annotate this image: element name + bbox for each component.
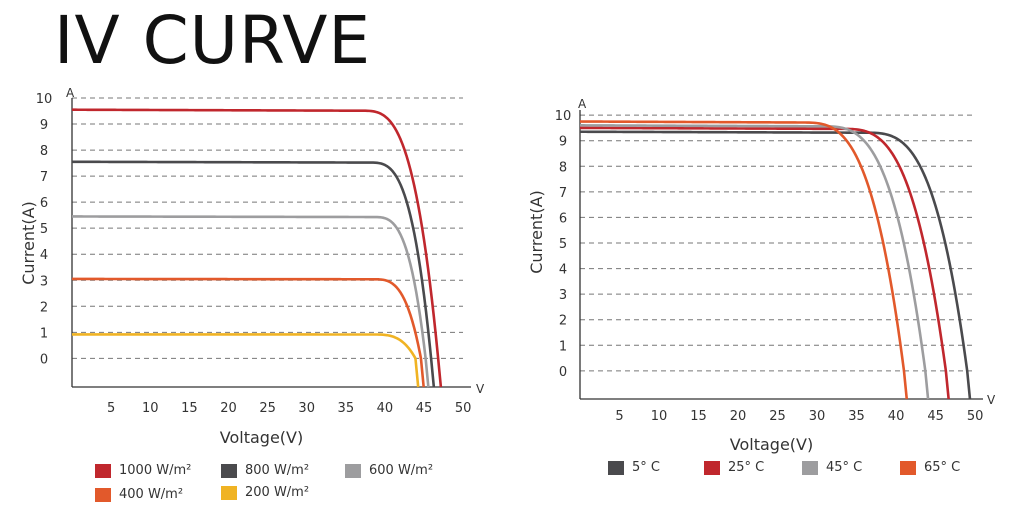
- legend-label: 200 W/m²: [245, 485, 310, 500]
- y-tick-label: 7: [40, 170, 48, 185]
- x-tick-label: 25: [259, 401, 276, 416]
- series-line: [579, 120, 909, 400]
- y-tick-label: 1: [40, 326, 48, 341]
- x-tick-label: 40: [377, 401, 394, 416]
- x-tick-label: 30: [298, 401, 315, 416]
- x-tick-label: 50: [967, 409, 984, 424]
- legend-item: 5° C: [608, 460, 660, 475]
- series-line: [579, 130, 972, 400]
- legend-item: 200 W/m²: [221, 485, 309, 500]
- legend-swatch: [802, 460, 818, 475]
- x-tick-label: 25: [769, 409, 786, 424]
- x-tick-label: 35: [848, 409, 865, 424]
- y-tick-label: 6: [40, 196, 48, 211]
- legend-swatch: [95, 487, 111, 502]
- series-line: [72, 108, 443, 388]
- legend-label: 5° C: [632, 460, 660, 475]
- legend-label: 800 W/m²: [245, 463, 310, 478]
- y-tick-label: 5: [559, 237, 567, 252]
- x-axis-title: Voltage(V): [730, 435, 813, 454]
- legend-swatch: [221, 485, 237, 500]
- x-tick-label: 15: [690, 409, 707, 424]
- legend-item: 400 W/m²: [95, 487, 183, 502]
- legend-item: 65° C: [900, 460, 960, 475]
- x-tick-label: 10: [651, 409, 668, 424]
- legend-swatch: [608, 460, 624, 475]
- x-unit-label: V: [987, 393, 996, 407]
- series-line: [71, 215, 430, 388]
- y-tick-label: 0: [40, 352, 48, 367]
- legend-item: 45° C: [802, 460, 862, 475]
- x-tick-label: 20: [730, 409, 747, 424]
- legend-label: 25° C: [728, 460, 765, 475]
- y-tick-label: 1: [559, 339, 567, 354]
- x-tick-label: 50: [455, 401, 472, 416]
- x-unit-label: V: [476, 382, 485, 396]
- x-tick-label: 45: [416, 401, 433, 416]
- x-tick-label: 10: [142, 401, 159, 416]
- y-axis-title: Current(A): [19, 201, 38, 285]
- y-tick-label: 3: [40, 274, 48, 289]
- y-tick-label: 4: [559, 263, 567, 278]
- legend-swatch: [900, 460, 916, 475]
- y-tick-label: 0: [559, 365, 567, 380]
- y-tick-label: 10: [555, 109, 572, 124]
- series-line: [72, 277, 425, 388]
- y-axis-title: Current(A): [527, 190, 546, 274]
- series-line: [72, 160, 436, 388]
- legend-swatch: [345, 463, 361, 478]
- y-tick-label: 7: [559, 186, 567, 201]
- legend-item: 1000 W/m²: [95, 463, 191, 478]
- y-tick-label: 6: [559, 211, 567, 226]
- legend-item: 800 W/m²: [221, 463, 309, 478]
- y-tick-label: 10: [36, 92, 53, 107]
- legend-label: 600 W/m²: [369, 463, 434, 478]
- x-tick-label: 35: [338, 401, 355, 416]
- y-unit-label: A: [66, 86, 75, 100]
- page-title: IV CURVE: [54, 2, 372, 79]
- y-unit-label: A: [578, 97, 587, 111]
- legend-item: 600 W/m²: [345, 463, 433, 478]
- x-axis-title: Voltage(V): [220, 428, 303, 447]
- y-tick-label: 2: [40, 300, 48, 315]
- y-tick-label: 9: [40, 118, 48, 133]
- series-line: [580, 124, 930, 400]
- legend-swatch: [221, 463, 237, 478]
- legend-item: 25° C: [704, 460, 764, 475]
- series-line: [579, 126, 950, 400]
- y-tick-label: 4: [40, 248, 48, 263]
- legend-label: 1000 W/m²: [119, 463, 192, 478]
- legend-label: 400 W/m²: [119, 487, 184, 502]
- legend-label: 65° C: [924, 460, 961, 475]
- x-tick-label: 20: [220, 401, 237, 416]
- x-tick-label: 15: [181, 401, 198, 416]
- y-tick-label: 8: [559, 160, 567, 175]
- x-tick-label: 5: [615, 409, 623, 424]
- y-tick-label: 2: [559, 314, 567, 329]
- legend-swatch: [95, 463, 111, 478]
- series-line: [72, 333, 420, 388]
- y-tick-label: 3: [559, 288, 567, 303]
- legend-swatch: [704, 460, 720, 475]
- legend-label: 45° C: [826, 460, 863, 475]
- x-tick-label: 5: [107, 401, 115, 416]
- y-tick-label: 9: [559, 135, 567, 150]
- y-tick-label: 5: [40, 222, 48, 237]
- y-tick-label: 8: [40, 144, 48, 159]
- x-tick-label: 45: [927, 409, 944, 424]
- x-tick-label: 40: [888, 409, 905, 424]
- x-tick-label: 30: [809, 409, 826, 424]
